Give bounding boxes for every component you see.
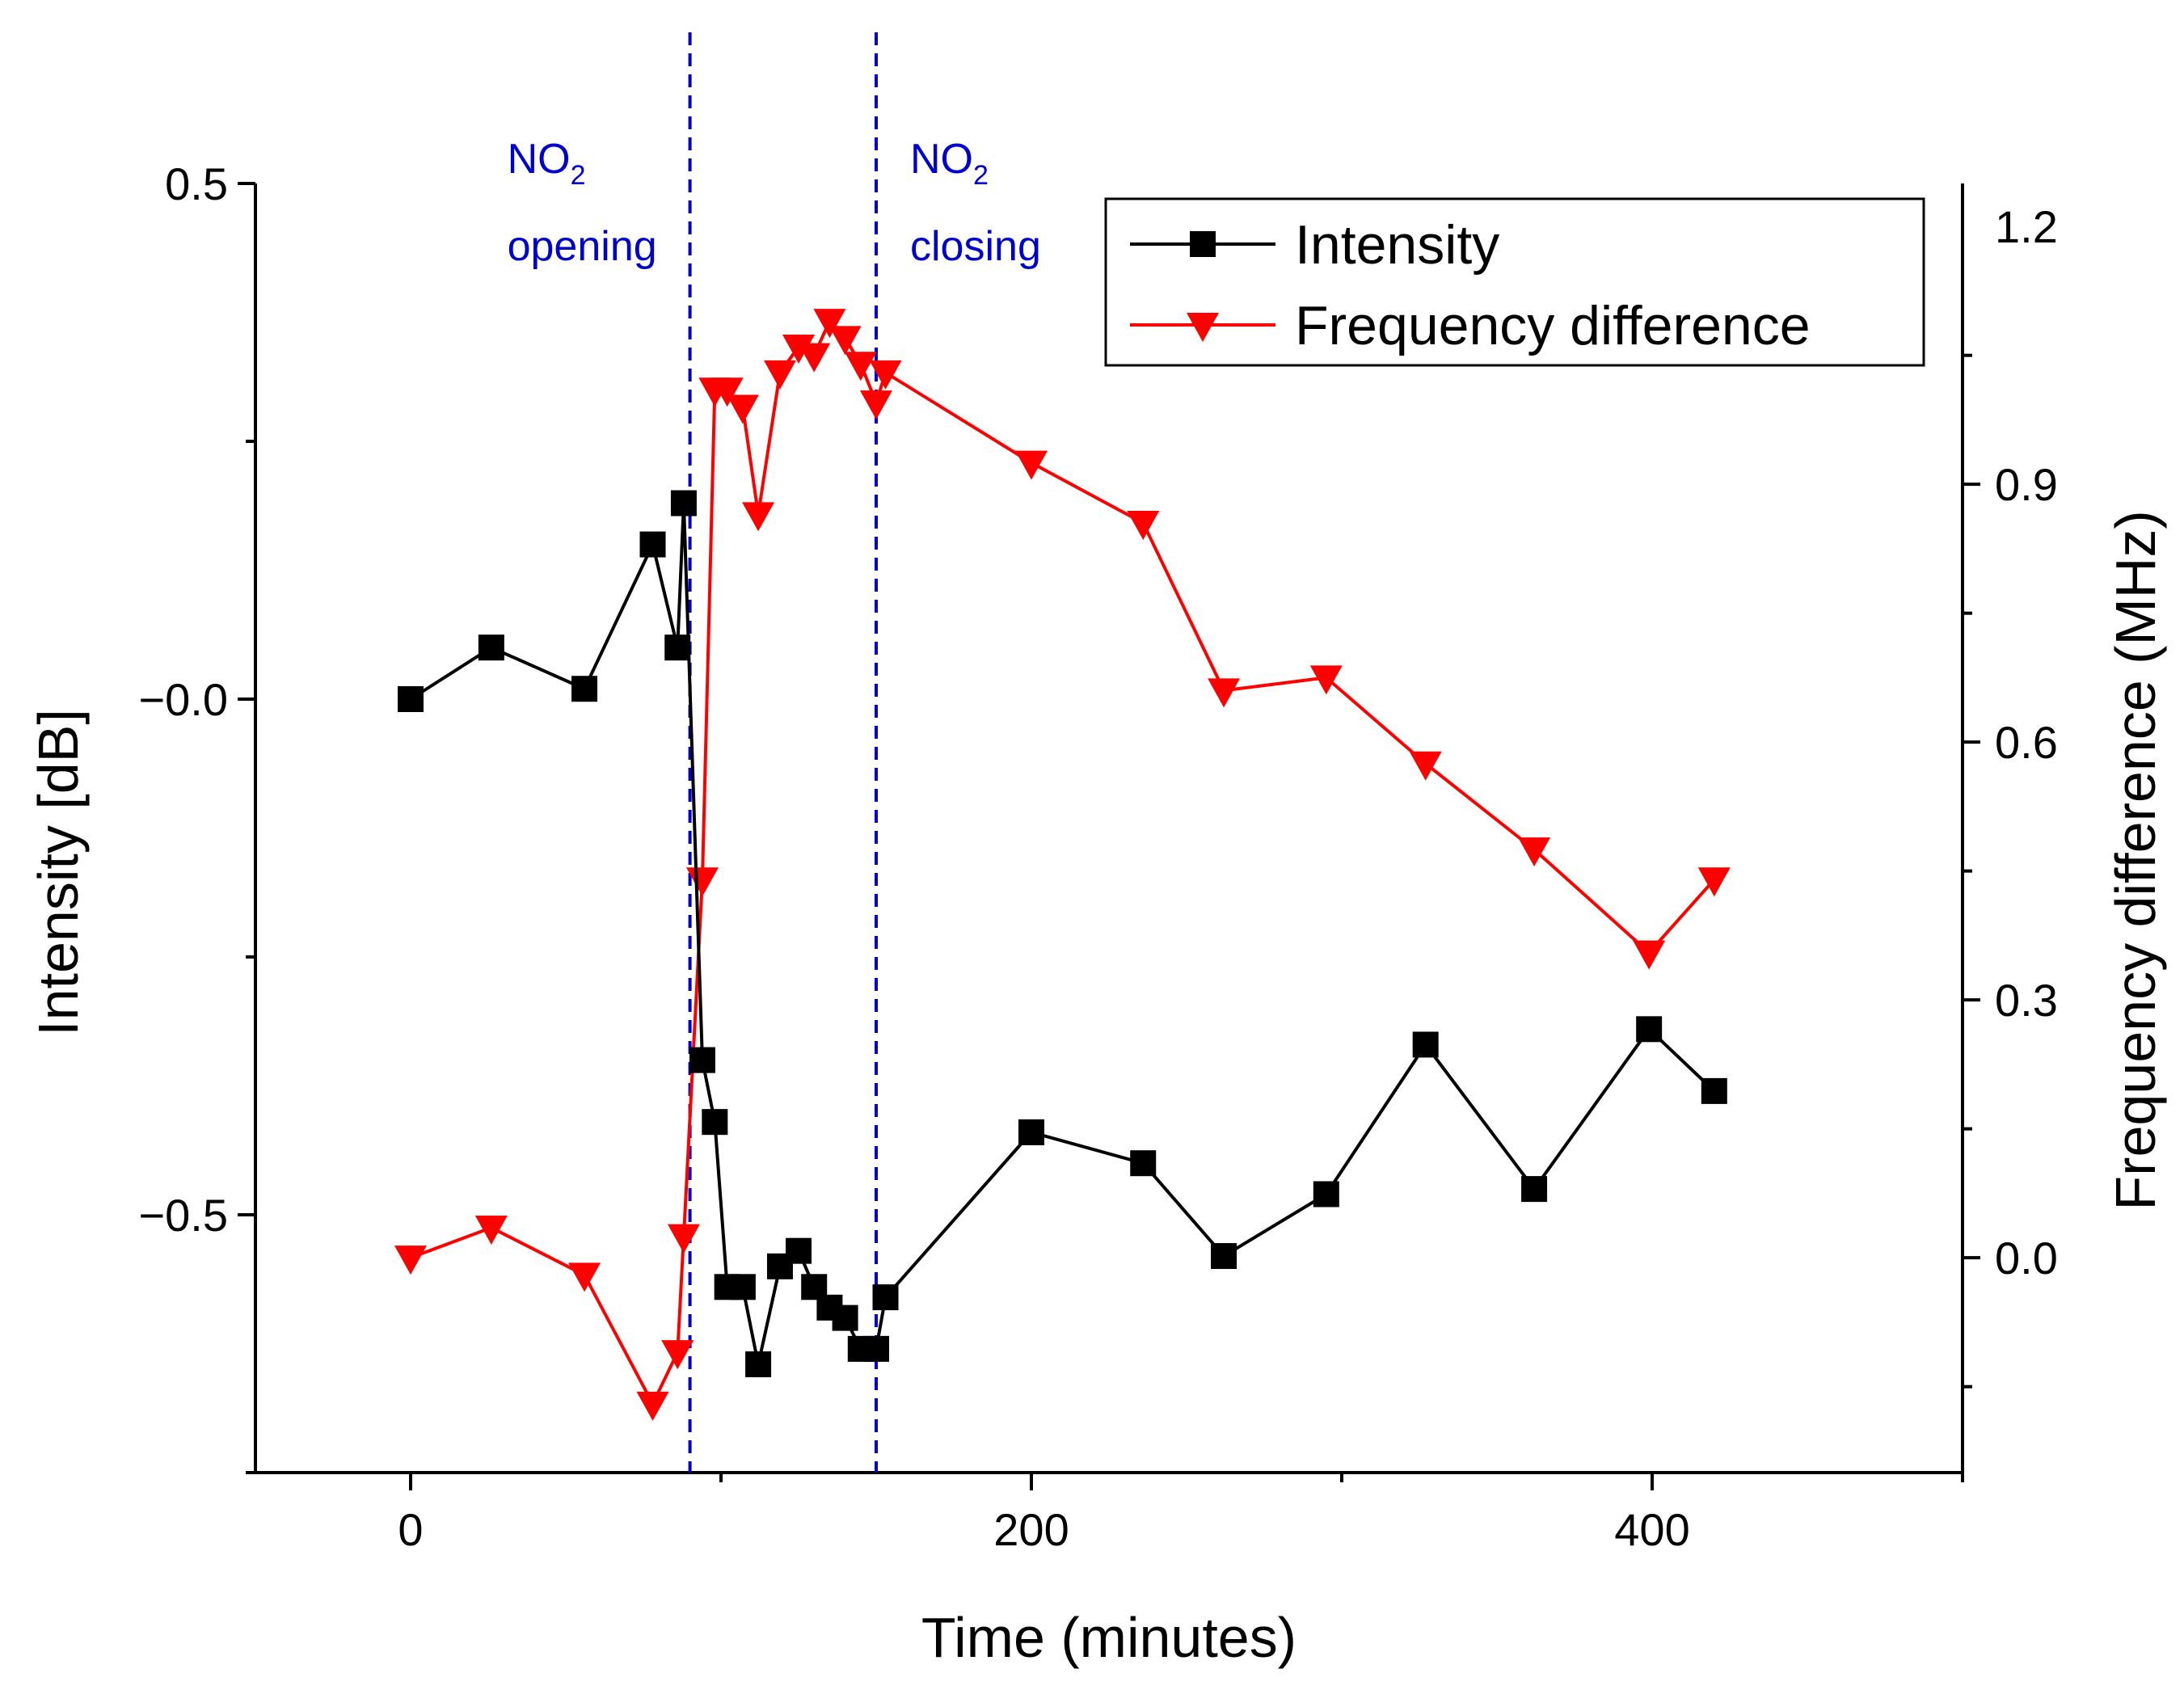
x-tick-label: 0	[398, 1504, 423, 1555]
y-right-tick-label: 0.9	[1995, 459, 2058, 510]
intensity-point	[863, 1335, 889, 1362]
legend-label-intensity: Intensity	[1295, 214, 1499, 276]
y-left-tick-label: 0.5	[165, 158, 228, 209]
intensity-point	[639, 531, 666, 558]
frequency-difference-point	[742, 502, 775, 532]
legend-label-frequency-difference: Frequency difference	[1295, 295, 1811, 356]
intensity-point	[664, 634, 691, 661]
intensity-point	[786, 1237, 812, 1264]
frequency-difference-point	[726, 394, 759, 424]
y-right-tick-label: 0.0	[1995, 1233, 2058, 1283]
intensity-point	[478, 634, 504, 661]
frequency-difference-point	[782, 335, 815, 365]
intensity-point	[689, 1047, 715, 1073]
annotation-opening: opening	[508, 223, 657, 270]
annotation-closing-title: NO2	[910, 136, 989, 191]
series-frequency-difference	[394, 309, 1731, 1421]
intensity-point	[1701, 1077, 1727, 1104]
y-left-tick-label: −0.0	[138, 674, 228, 725]
intensity-point	[702, 1109, 728, 1136]
y-left-tick-label: −0.5	[138, 1190, 228, 1241]
legend-marker-intensity	[1190, 231, 1216, 257]
frequency-difference-point	[1015, 450, 1048, 480]
frequency-difference-point	[844, 352, 877, 381]
x-tick-label: 200	[993, 1504, 1069, 1555]
annotation-opening-title: NO2	[508, 136, 586, 191]
frequency-difference-point	[828, 326, 862, 356]
intensity-point	[745, 1351, 772, 1378]
frequency-difference-point	[798, 343, 831, 373]
legend-marker-frequency-difference	[1187, 313, 1219, 342]
frequency-difference-point	[1309, 665, 1343, 695]
frequency-difference-point	[1208, 678, 1241, 708]
frequency-difference-point	[1697, 867, 1731, 897]
frequency-difference-line	[410, 319, 1716, 1406]
y-right-axis-title: Frequency difference (MHz)	[2104, 510, 2167, 1210]
frequency-difference-point	[763, 360, 796, 390]
intensity-point	[1018, 1119, 1044, 1145]
frequency-difference-point	[474, 1215, 508, 1245]
frequency-difference-point	[685, 867, 719, 897]
intensity-point	[1211, 1243, 1237, 1270]
axes: 0 200 400 0.5 −0.0 −0.5 1.2 0.9 0.6 0.3 0.0	[138, 158, 2057, 1555]
intensity-line	[409, 501, 1716, 1367]
y-right-tick-label: 0.3	[1995, 975, 2058, 1026]
annotation-closing: closing	[910, 223, 1041, 270]
series-intensity	[398, 490, 1727, 1378]
x-tick-label: 400	[1614, 1504, 1689, 1555]
frequency-difference-point	[869, 360, 902, 390]
frequency-difference-point	[1127, 511, 1160, 541]
frequency-difference-point	[394, 1245, 427, 1275]
intensity-point	[1412, 1031, 1439, 1058]
frequency-difference-point	[661, 1340, 694, 1370]
legend-box	[1104, 197, 1925, 367]
intensity-point	[1521, 1176, 1548, 1203]
intensity-point	[872, 1284, 899, 1311]
series	[394, 309, 1731, 1421]
frequency-difference-point	[1518, 837, 1551, 867]
frequency-difference-point	[1633, 940, 1666, 970]
frequency-difference-point	[636, 1391, 669, 1421]
y-right-tick-label: 0.6	[1995, 717, 2058, 768]
intensity-point	[398, 686, 424, 712]
intensity-point	[670, 490, 697, 516]
frequency-difference-point	[568, 1262, 601, 1292]
frequency-difference-point	[860, 390, 892, 420]
frequency-difference-point	[667, 1224, 700, 1254]
intensity-point	[1130, 1150, 1157, 1177]
x-axis-title: Time (minutes)	[921, 1606, 1296, 1669]
frequency-difference-point	[710, 377, 744, 407]
intensity-point	[1636, 1016, 1663, 1043]
y-left-axis-title: Intensity [dB]	[27, 709, 90, 1036]
frequency-difference-point	[1409, 751, 1442, 781]
intensity-point	[571, 676, 598, 702]
intensity-point	[729, 1274, 756, 1300]
frequency-difference-point	[813, 309, 846, 339]
intensity-point	[1313, 1181, 1339, 1208]
y-right-tick-label: 1.2	[1995, 201, 2058, 252]
intensity-point	[832, 1304, 858, 1331]
legend: Intensity Frequency difference	[1104, 197, 1925, 367]
